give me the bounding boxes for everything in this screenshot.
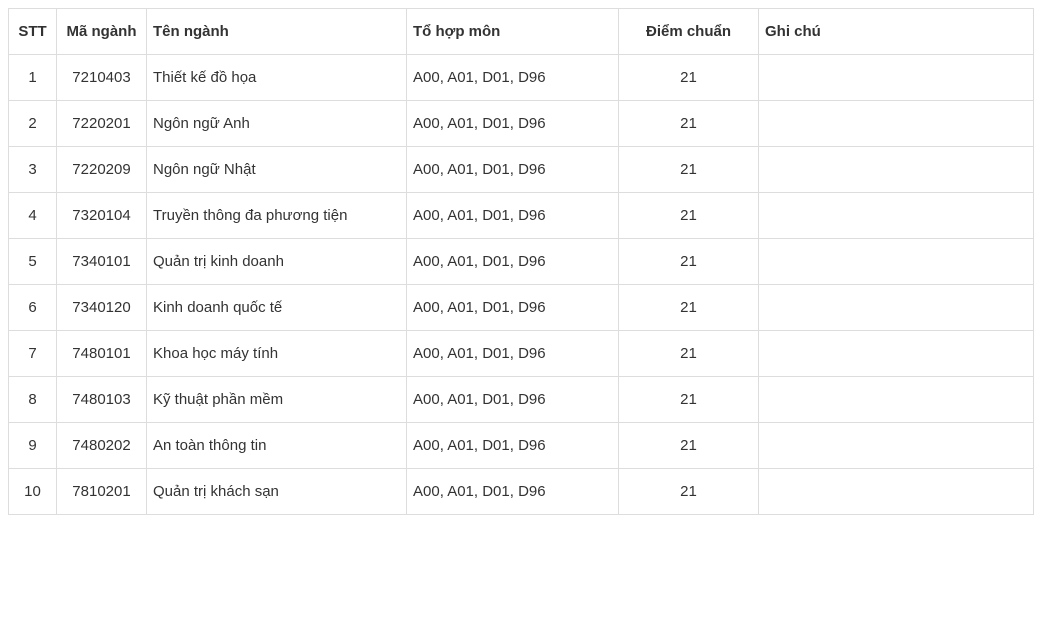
cell-score: 21 xyxy=(619,55,759,101)
cell-code: 7810201 xyxy=(57,469,147,515)
cell-name: Quản trị khách sạn xyxy=(147,469,407,515)
table-row: 10 7810201 Quản trị khách sạn A00, A01, … xyxy=(9,469,1034,515)
cell-name: Thiết kế đồ họa xyxy=(147,55,407,101)
header-row: STT Mã ngành Tên ngành Tổ hợp môn Điểm c… xyxy=(9,9,1034,55)
cell-name: Quản trị kinh doanh xyxy=(147,239,407,285)
cell-stt: 2 xyxy=(9,101,57,147)
table-row: 6 7340120 Kinh doanh quốc tế A00, A01, D… xyxy=(9,285,1034,331)
cell-score: 21 xyxy=(619,193,759,239)
col-header-combo: Tổ hợp môn xyxy=(407,9,619,55)
cell-combo: A00, A01, D01, D96 xyxy=(407,193,619,239)
cell-stt: 7 xyxy=(9,331,57,377)
cell-name: Ngôn ngữ Anh xyxy=(147,101,407,147)
cell-combo: A00, A01, D01, D96 xyxy=(407,239,619,285)
cell-score: 21 xyxy=(619,285,759,331)
cell-combo: A00, A01, D01, D96 xyxy=(407,147,619,193)
cell-stt: 3 xyxy=(9,147,57,193)
cell-stt: 4 xyxy=(9,193,57,239)
cell-name: Khoa học máy tính xyxy=(147,331,407,377)
cell-combo: A00, A01, D01, D96 xyxy=(407,469,619,515)
col-header-note: Ghi chú xyxy=(759,9,1034,55)
cell-score: 21 xyxy=(619,147,759,193)
cell-code: 7320104 xyxy=(57,193,147,239)
cell-note xyxy=(759,469,1034,515)
cell-stt: 8 xyxy=(9,377,57,423)
cell-code: 7220209 xyxy=(57,147,147,193)
cell-combo: A00, A01, D01, D96 xyxy=(407,331,619,377)
cell-score: 21 xyxy=(619,331,759,377)
cell-score: 21 xyxy=(619,423,759,469)
cell-code: 7480202 xyxy=(57,423,147,469)
cell-stt: 9 xyxy=(9,423,57,469)
col-header-stt: STT xyxy=(9,9,57,55)
cell-combo: A00, A01, D01, D96 xyxy=(407,285,619,331)
table-row: 5 7340101 Quản trị kinh doanh A00, A01, … xyxy=(9,239,1034,285)
cell-name: Ngôn ngữ Nhật xyxy=(147,147,407,193)
cell-note xyxy=(759,331,1034,377)
cell-note xyxy=(759,377,1034,423)
cell-code: 7210403 xyxy=(57,55,147,101)
cell-note xyxy=(759,101,1034,147)
cell-combo: A00, A01, D01, D96 xyxy=(407,101,619,147)
cell-score: 21 xyxy=(619,469,759,515)
cell-name: Kinh doanh quốc tế xyxy=(147,285,407,331)
cell-name: Kỹ thuật phần mềm xyxy=(147,377,407,423)
table-header: STT Mã ngành Tên ngành Tổ hợp môn Điểm c… xyxy=(9,9,1034,55)
table-row: 9 7480202 An toàn thông tin A00, A01, D0… xyxy=(9,423,1034,469)
col-header-score: Điểm chuẩn xyxy=(619,9,759,55)
table-row: 8 7480103 Kỹ thuật phần mềm A00, A01, D0… xyxy=(9,377,1034,423)
table-row: 4 7320104 Truyền thông đa phương tiện A0… xyxy=(9,193,1034,239)
cell-score: 21 xyxy=(619,239,759,285)
cell-code: 7340120 xyxy=(57,285,147,331)
table-row: 1 7210403 Thiết kế đồ họa A00, A01, D01,… xyxy=(9,55,1034,101)
table-row: 3 7220209 Ngôn ngữ Nhật A00, A01, D01, D… xyxy=(9,147,1034,193)
cell-note xyxy=(759,239,1034,285)
cell-code: 7340101 xyxy=(57,239,147,285)
cell-code: 7480101 xyxy=(57,331,147,377)
cell-score: 21 xyxy=(619,101,759,147)
cell-note xyxy=(759,423,1034,469)
cell-note xyxy=(759,285,1034,331)
cell-stt: 6 xyxy=(9,285,57,331)
cell-note xyxy=(759,55,1034,101)
cell-combo: A00, A01, D01, D96 xyxy=(407,55,619,101)
table-row: 7 7480101 Khoa học máy tính A00, A01, D0… xyxy=(9,331,1034,377)
cell-note xyxy=(759,193,1034,239)
cell-code: 7480103 xyxy=(57,377,147,423)
cell-stt: 10 xyxy=(9,469,57,515)
cell-name: An toàn thông tin xyxy=(147,423,407,469)
cell-combo: A00, A01, D01, D96 xyxy=(407,423,619,469)
cell-stt: 5 xyxy=(9,239,57,285)
table-row: 2 7220201 Ngôn ngữ Anh A00, A01, D01, D9… xyxy=(9,101,1034,147)
cell-score: 21 xyxy=(619,377,759,423)
table-body: 1 7210403 Thiết kế đồ họa A00, A01, D01,… xyxy=(9,55,1034,515)
admissions-table: STT Mã ngành Tên ngành Tổ hợp môn Điểm c… xyxy=(8,8,1034,515)
cell-stt: 1 xyxy=(9,55,57,101)
cell-name: Truyền thông đa phương tiện xyxy=(147,193,407,239)
cell-combo: A00, A01, D01, D96 xyxy=(407,377,619,423)
col-header-code: Mã ngành xyxy=(57,9,147,55)
col-header-name: Tên ngành xyxy=(147,9,407,55)
cell-note xyxy=(759,147,1034,193)
cell-code: 7220201 xyxy=(57,101,147,147)
